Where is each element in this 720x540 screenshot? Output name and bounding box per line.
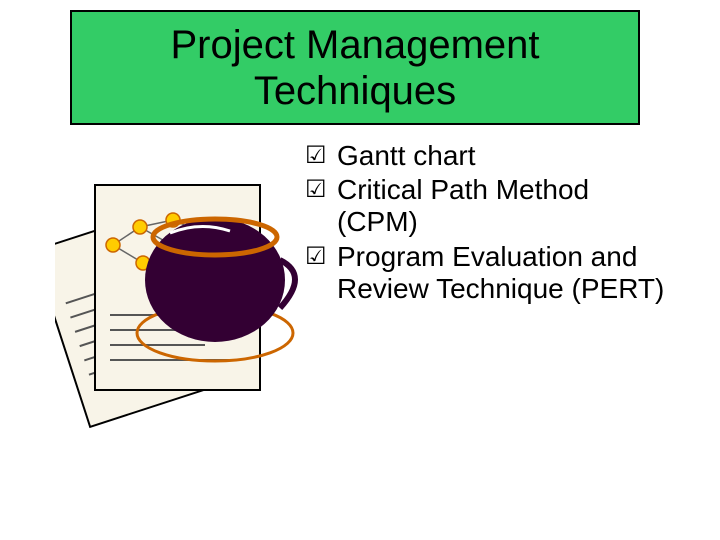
title-line2: Techniques [254,69,456,113]
slide: Project Management Techniques ☑ Gantt ch… [0,0,720,540]
title-box: Project Management Techniques [70,10,640,125]
coffee-cup-icon [145,218,285,342]
title-text: Project Management Techniques [170,22,539,114]
bullet-text: Gantt chart [337,140,675,172]
illustration-icon [55,165,325,435]
bullet-item: ☑ Gantt chart [305,140,675,172]
bullet-text: Critical Path Method (CPM) [337,174,675,238]
bullet-item: ☑ Program Evaluation and Review Techniqu… [305,241,675,305]
bullet-text: Program Evaluation and Review Technique … [337,241,675,305]
title-line1: Project Management [170,23,539,67]
bullet-list: ☑ Gantt chart ☑ Critical Path Method (CP… [305,140,675,307]
bullet-item: ☑ Critical Path Method (CPM) [305,174,675,238]
